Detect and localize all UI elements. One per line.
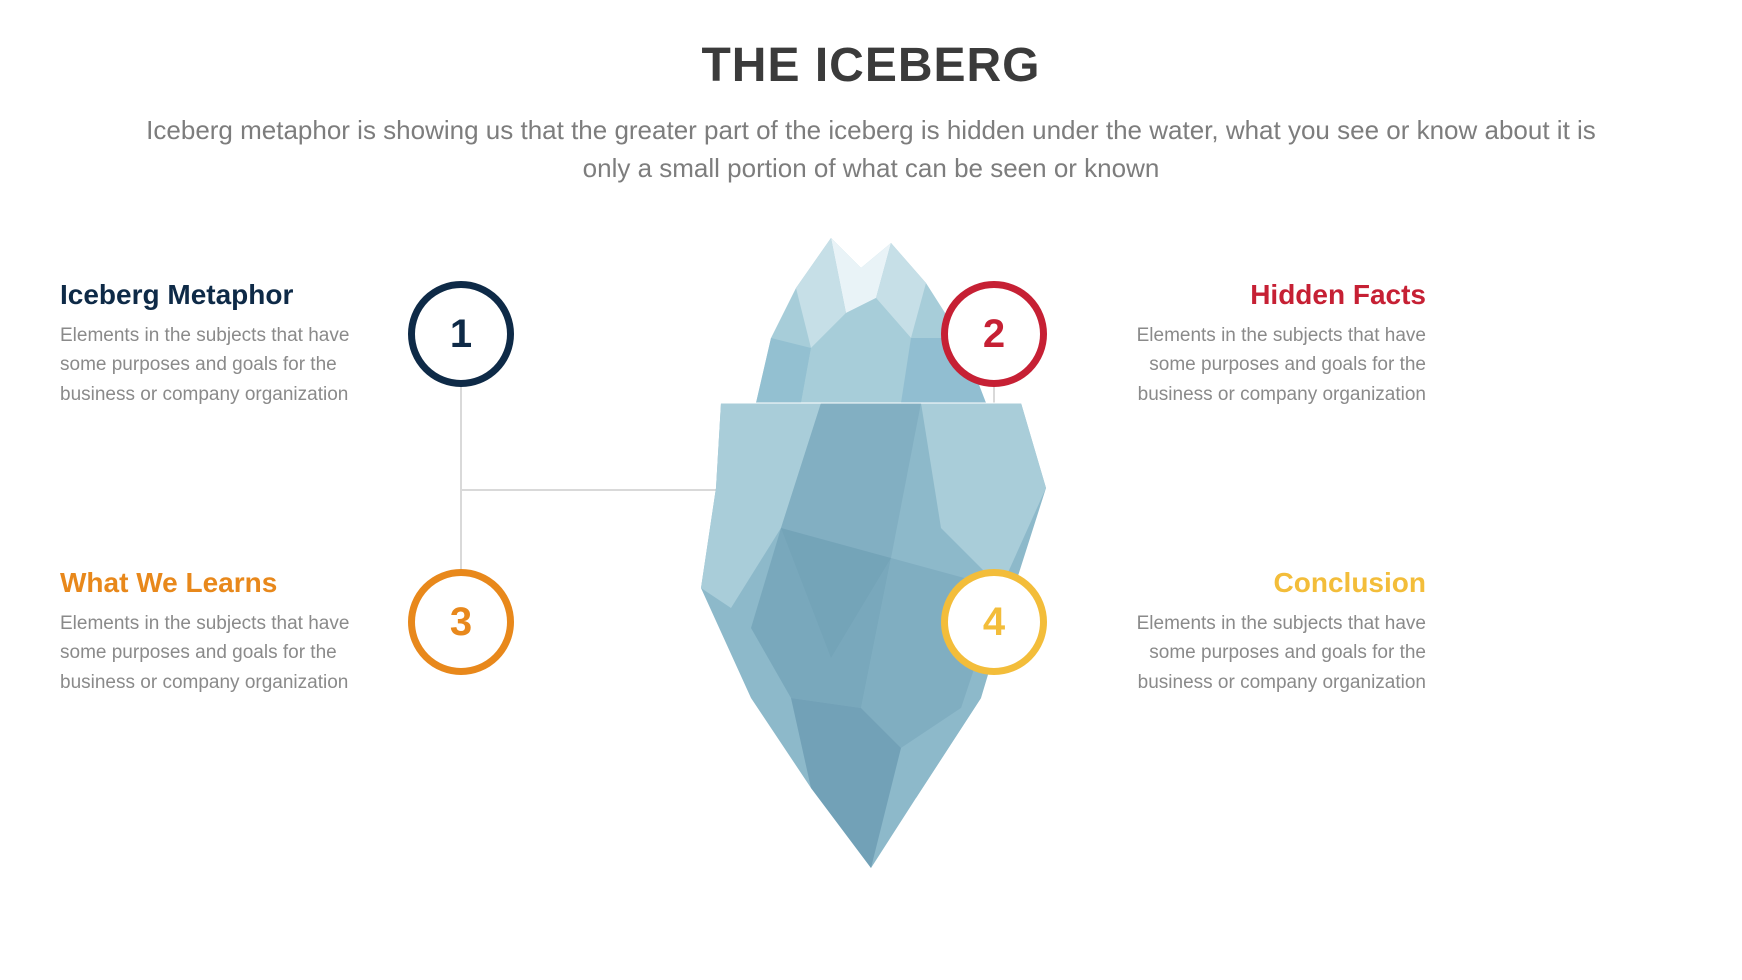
number-label: 2 (983, 312, 1005, 357)
page-subtitle: Iceberg metaphor is showing us that the … (0, 112, 1742, 187)
page-title: THE ICEBERG (0, 38, 1742, 93)
callout-conclusion: Conclusion Elements in the subjects that … (1086, 568, 1426, 697)
callout-body: Elements in the subjects that have some … (60, 609, 400, 697)
callout-heading: Hidden Facts (1086, 280, 1426, 311)
number-label: 1 (450, 312, 472, 357)
number-label: 3 (450, 600, 472, 645)
callout-body: Elements in the subjects that have some … (60, 321, 400, 409)
callout-what-we-learns: What We Learns Elements in the subjects t… (60, 568, 400, 697)
number-circle-conclusion: 4 (941, 569, 1047, 675)
number-circle-what-we-learns: 3 (408, 569, 514, 675)
callout-heading: What We Learns (60, 568, 400, 599)
callout-iceberg-metaphor: Iceberg Metaphor Elements in the subjects… (60, 280, 400, 409)
callout-hidden-facts: Hidden Facts Elements in the subjects tha… (1086, 280, 1426, 409)
callout-heading: Conclusion (1086, 568, 1426, 599)
callout-body: Elements in the subjects that have some … (1086, 609, 1426, 697)
number-label: 4 (983, 600, 1005, 645)
number-circle-hidden-facts: 2 (941, 281, 1047, 387)
callout-body: Elements in the subjects that have some … (1086, 321, 1426, 409)
callout-heading: Iceberg Metaphor (60, 280, 400, 311)
number-circle-iceberg-metaphor: 1 (408, 281, 514, 387)
